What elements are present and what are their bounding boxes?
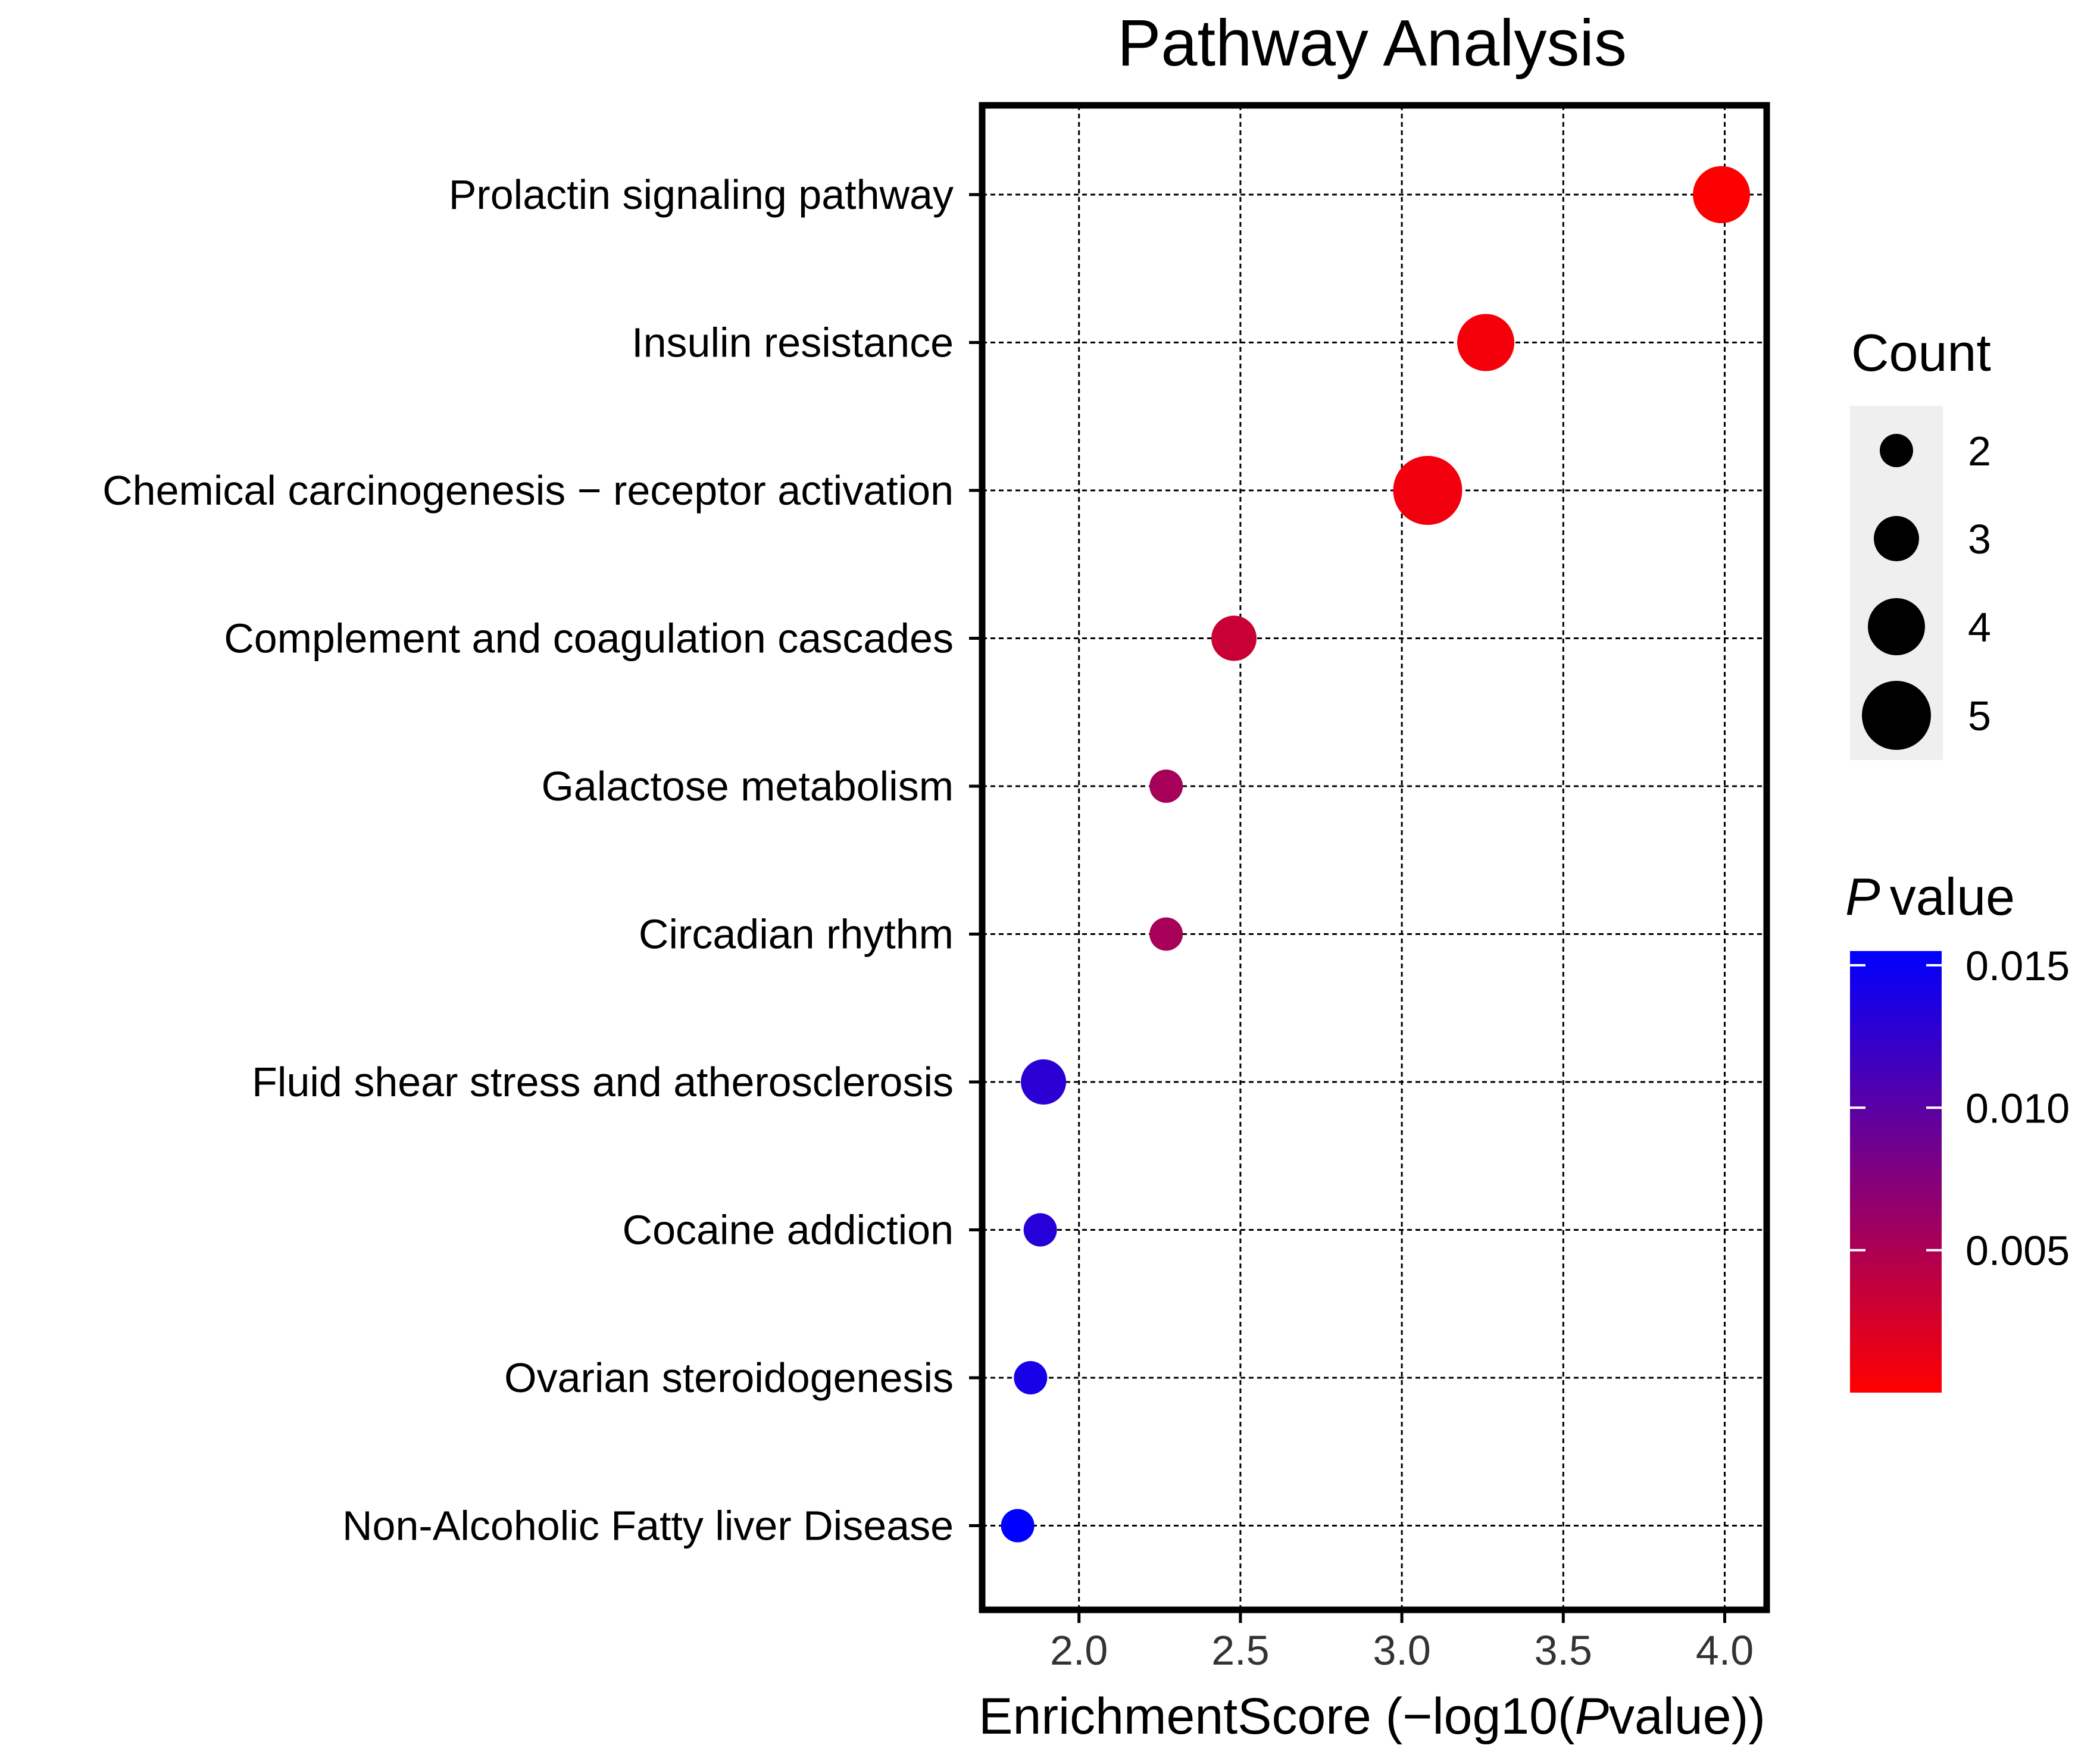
pathway-label: Chemical carcinogenesis − receptor activ… — [102, 467, 954, 514]
grid-layer — [982, 105, 1767, 1610]
x-tick-label: 4.0 — [1696, 1627, 1754, 1674]
pathway-label: Complement and coagulation cascades — [224, 615, 954, 662]
pathway-label: Ovarian steroidogenesis — [504, 1355, 954, 1401]
colorbar-tick-label: 0.015 — [1965, 943, 2070, 989]
colorbar-tick-label: 0.010 — [1965, 1085, 2070, 1131]
data-point — [1021, 1059, 1067, 1105]
x-axis-label: EnrichmentScore (−log10(Pvalue)) — [979, 1688, 1765, 1745]
size-legend: 2 3 4 5 — [1862, 428, 1991, 750]
data-point — [1693, 166, 1751, 223]
x-tick-label: 3.0 — [1373, 1627, 1430, 1674]
pathway-label: Cocaine addiction — [623, 1207, 954, 1253]
data-point — [1023, 1213, 1057, 1247]
size-legend-dot — [1874, 516, 1919, 561]
size-legend-dot — [1862, 681, 1931, 750]
pathway-label: Galactose metabolism — [541, 763, 954, 809]
size-legend-label: 2 — [1968, 428, 1991, 474]
pathway-label: Circadian rhythm — [639, 911, 954, 958]
x-tick-label: 2.5 — [1211, 1627, 1269, 1674]
size-legend-label: 5 — [1968, 693, 1991, 739]
plot-frame — [979, 102, 1770, 1613]
pathway-label: Insulin resistance — [632, 320, 954, 366]
pathway-label: Fluid shear stress and atherosclerosis — [252, 1059, 954, 1105]
pathway-label: Prolactin signaling pathway — [449, 171, 954, 218]
x-axis-ticks: 2.0 2.5 3.0 3.5 4.0 — [1050, 1610, 1754, 1674]
x-tick-label: 3.5 — [1535, 1627, 1592, 1674]
size-legend-dot — [1880, 434, 1913, 467]
colorbar-tick-label: 0.005 — [1965, 1228, 2070, 1274]
colorbar-ticks: 0.015 0.010 0.005 — [1850, 943, 2070, 1274]
data-point — [1014, 1361, 1048, 1394]
pathway-label: Non-Alcoholic Fatty liver Disease — [342, 1503, 954, 1549]
size-legend-dot — [1868, 598, 1925, 655]
data-point — [1149, 770, 1183, 803]
data-point — [1393, 456, 1462, 525]
data-point — [1001, 1509, 1035, 1543]
chart-title: Pathway Analysis — [1117, 7, 1627, 80]
pathway-labels: Prolactin signaling pathway Insulin resis… — [102, 171, 982, 1549]
size-legend-title: Count — [1851, 323, 1991, 382]
size-legend-label: 4 — [1968, 604, 1991, 650]
colorbar — [1850, 951, 1942, 1393]
data-point — [1149, 917, 1183, 951]
x-tick-label: 2.0 — [1050, 1627, 1108, 1674]
data-point — [1211, 615, 1257, 661]
data-points — [1001, 166, 1751, 1543]
size-legend-label: 3 — [1968, 516, 1991, 562]
data-point — [1457, 314, 1515, 371]
